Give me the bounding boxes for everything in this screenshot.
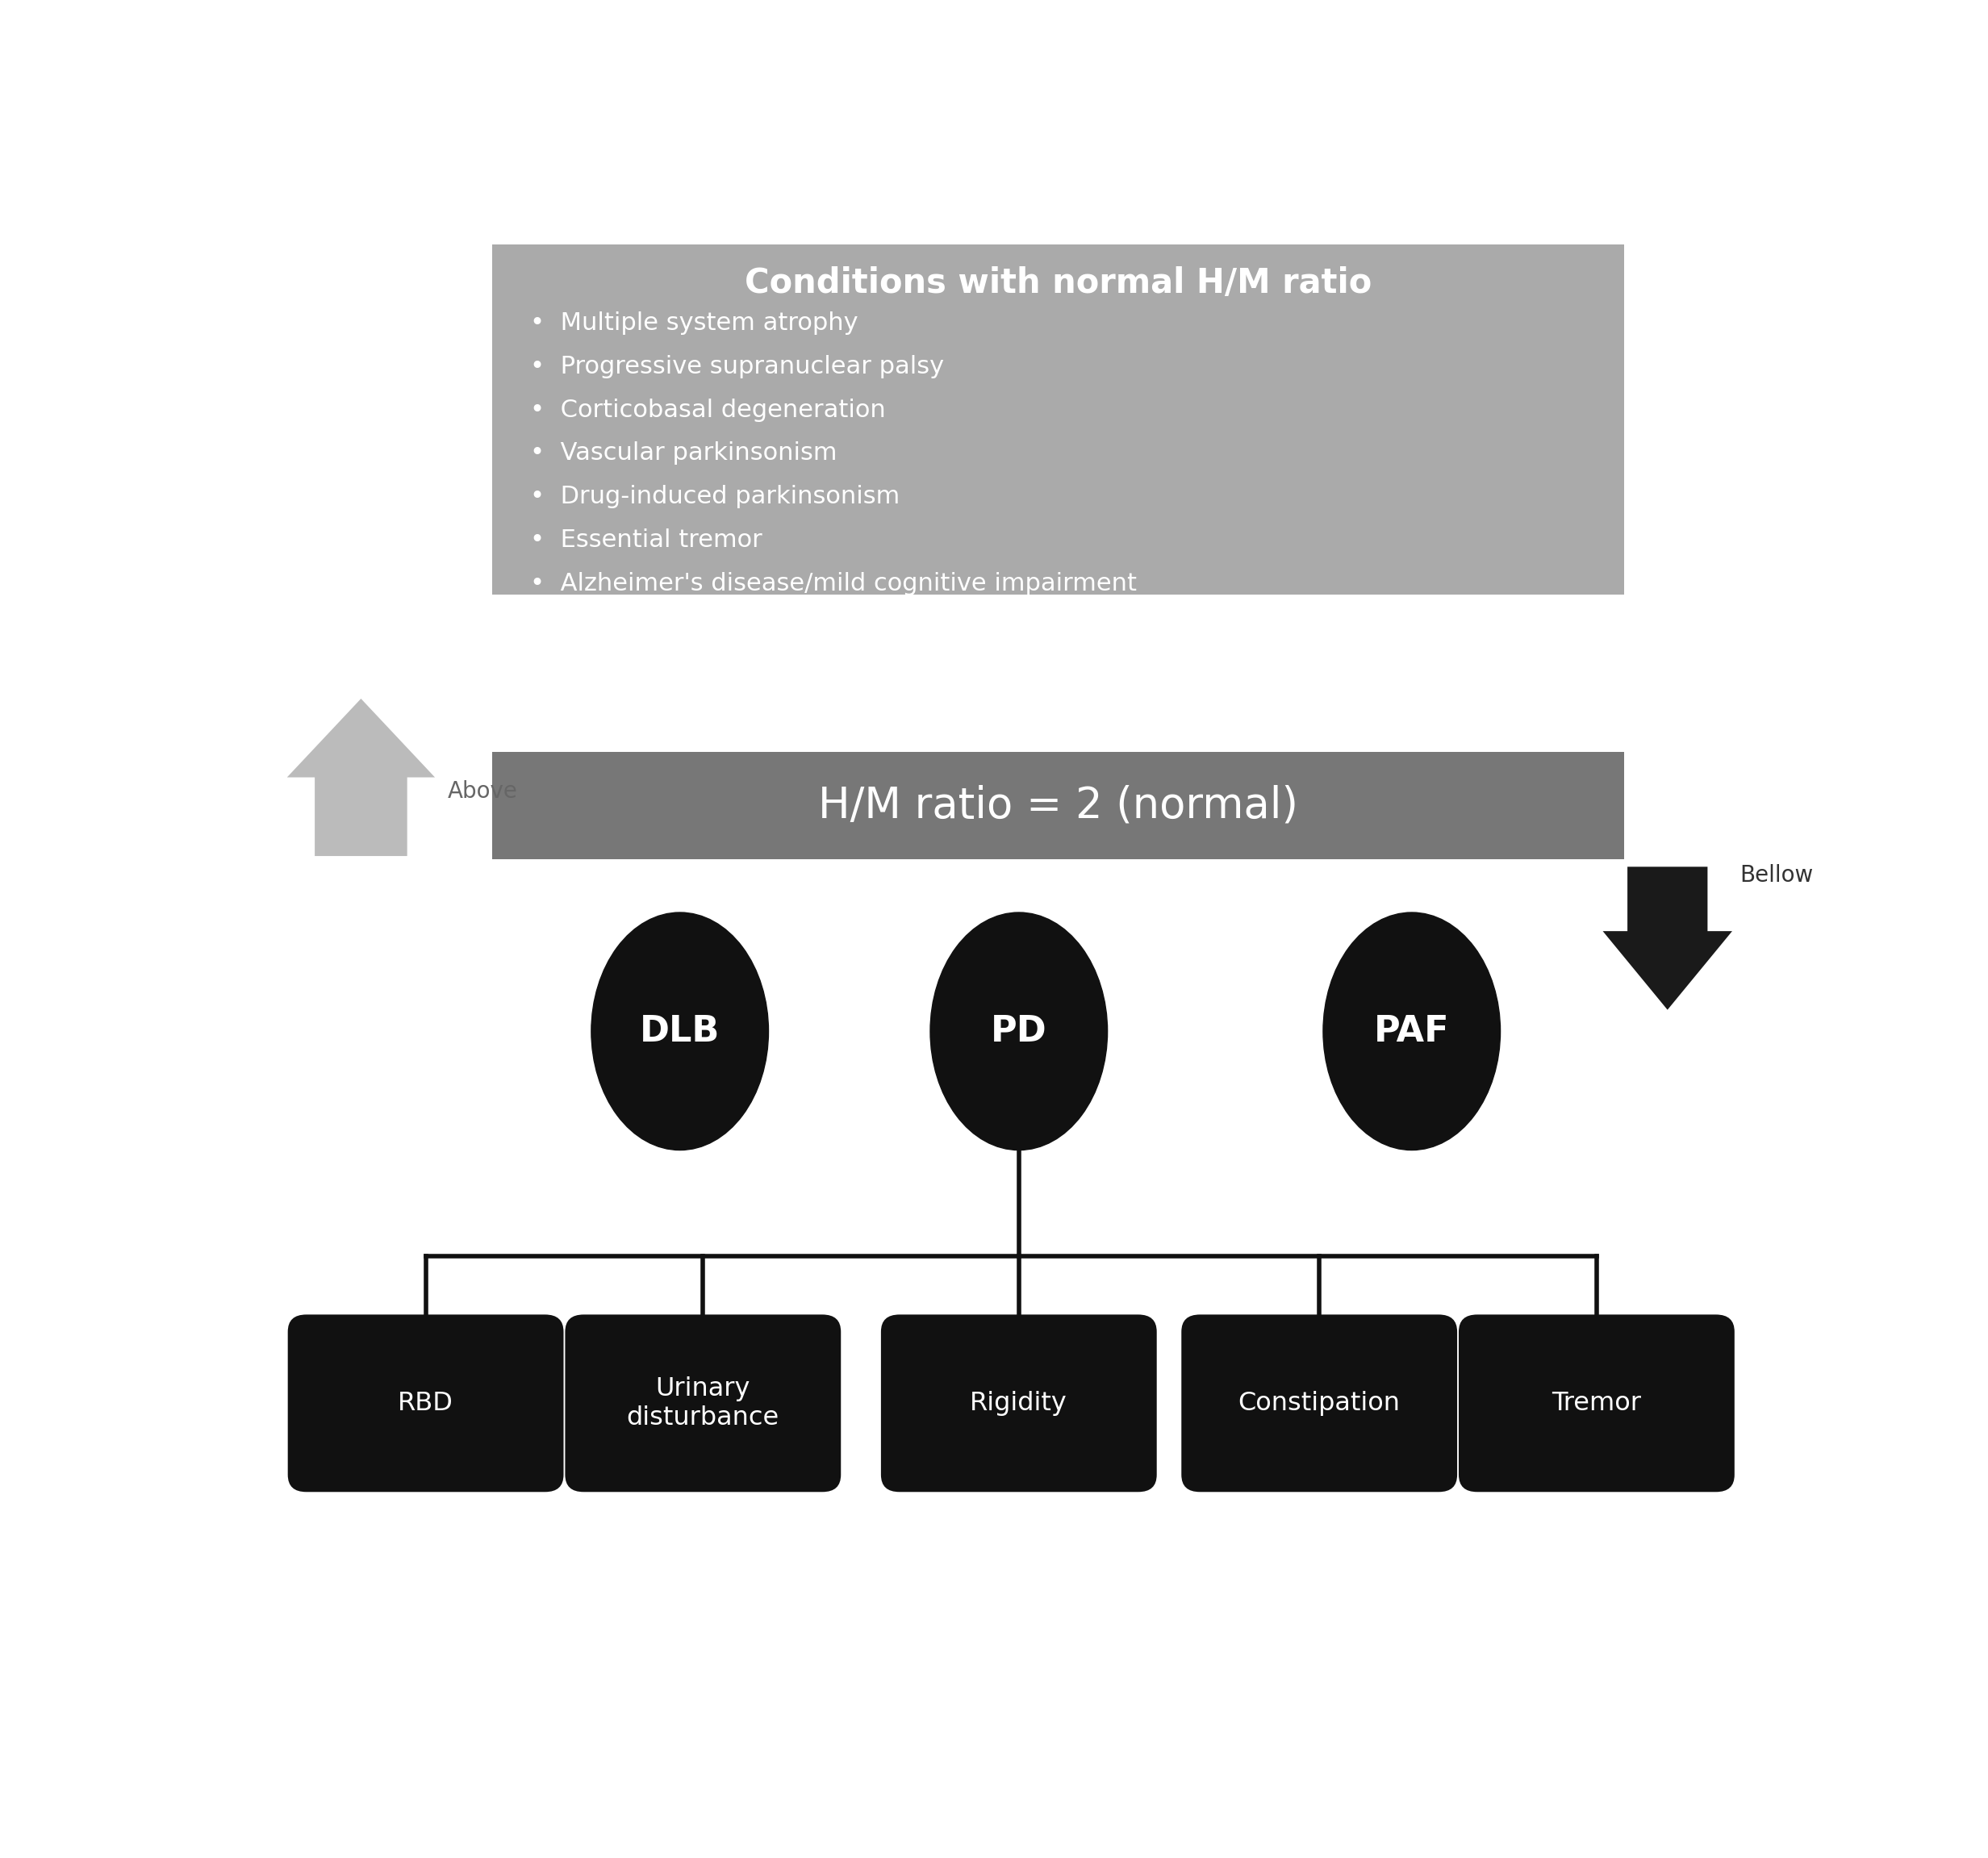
Ellipse shape [1324,912,1501,1150]
Text: •  Multiple system atrophy: • Multiple system atrophy [531,312,859,334]
Text: Rigidity: Rigidity [970,1392,1068,1416]
Text: PAF: PAF [1374,1014,1449,1048]
Text: H/M ratio = 2 (normal): H/M ratio = 2 (normal) [819,784,1298,827]
FancyBboxPatch shape [491,752,1624,860]
FancyBboxPatch shape [1181,1315,1457,1492]
Text: DLB: DLB [640,1014,720,1048]
Polygon shape [286,699,435,857]
Text: •  Progressive supranuclear palsy: • Progressive supranuclear palsy [531,355,944,379]
FancyBboxPatch shape [565,1315,841,1492]
Text: •  Corticobasal degeneration: • Corticobasal degeneration [531,398,887,422]
Text: •  Alzheimer's disease/mild cognitive impairment: • Alzheimer's disease/mild cognitive imp… [531,572,1137,595]
Text: Constipation: Constipation [1239,1392,1400,1416]
Text: •  Vascular parkinsonism: • Vascular parkinsonism [531,442,837,464]
FancyBboxPatch shape [881,1315,1157,1492]
Text: Conditions with normal H/M ratio: Conditions with normal H/M ratio [746,266,1372,299]
Text: Tremor: Tremor [1553,1392,1642,1416]
Ellipse shape [930,912,1107,1150]
Text: RBD: RBD [398,1392,453,1416]
Text: •  Essential tremor: • Essential tremor [531,528,763,552]
Text: Urinary
disturbance: Urinary disturbance [626,1377,779,1431]
Text: Above: Above [447,780,517,803]
FancyBboxPatch shape [1459,1315,1734,1492]
FancyBboxPatch shape [491,245,1624,595]
Text: PD: PD [990,1014,1048,1048]
FancyBboxPatch shape [288,1315,563,1492]
Text: Bellow: Bellow [1740,864,1813,886]
Polygon shape [1602,866,1732,1011]
Text: •  Drug-induced parkinsonism: • Drug-induced parkinsonism [531,485,901,509]
Ellipse shape [590,912,769,1150]
